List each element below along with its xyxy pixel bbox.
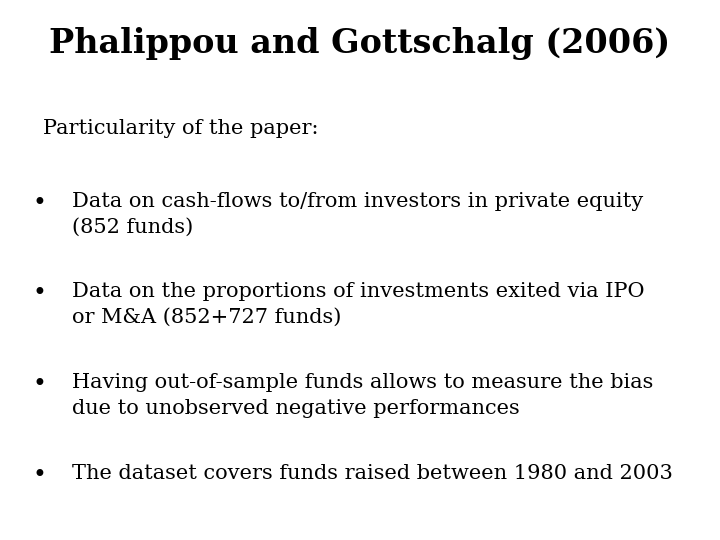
Text: •: • [32, 464, 47, 487]
Text: Phalippou and Gottschalg (2006): Phalippou and Gottschalg (2006) [50, 27, 670, 60]
Text: •: • [32, 192, 47, 215]
Text: Data on cash-flows to/from investors in private equity
(852 funds): Data on cash-flows to/from investors in … [72, 192, 643, 237]
Text: •: • [32, 373, 47, 396]
Text: The dataset covers funds raised between 1980 and 2003: The dataset covers funds raised between … [72, 464, 673, 483]
Text: Particularity of the paper:: Particularity of the paper: [43, 119, 319, 138]
Text: •: • [32, 282, 47, 306]
Text: Having out-of-sample funds allows to measure the bias
due to unobserved negative: Having out-of-sample funds allows to mea… [72, 373, 653, 418]
Text: Data on the proportions of investments exited via IPO
or M&A (852+727 funds): Data on the proportions of investments e… [72, 282, 644, 327]
